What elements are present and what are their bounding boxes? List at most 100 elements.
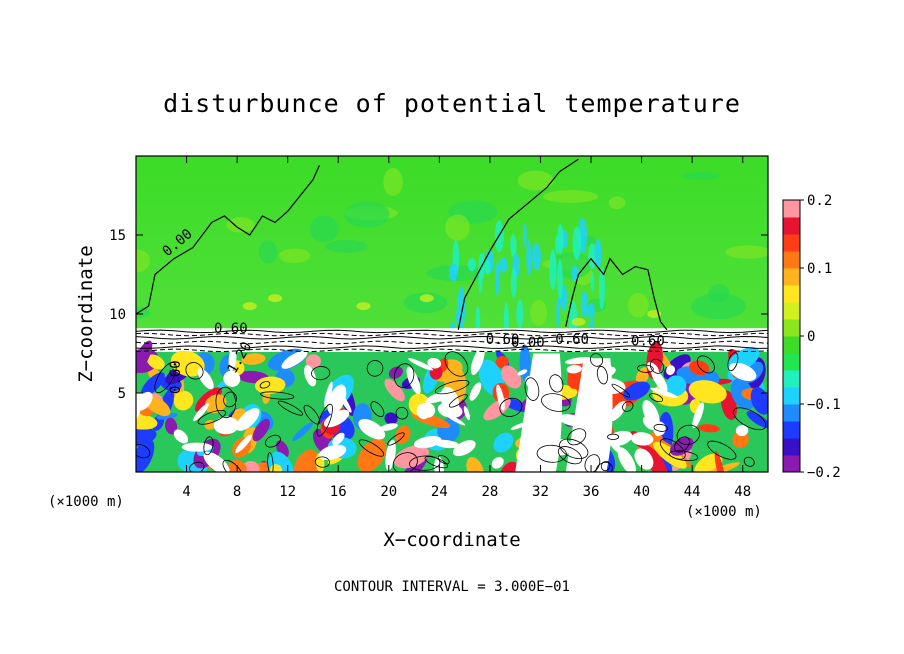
eddy-white (203, 451, 230, 472)
contour-loop (358, 439, 385, 457)
contour-loop (649, 393, 664, 403)
contour-loop (434, 379, 470, 395)
eddy (165, 417, 178, 435)
eddy (635, 367, 649, 385)
field-plume (590, 272, 595, 291)
contour-loop (559, 438, 589, 459)
contour-loop (437, 454, 450, 465)
contour-line (136, 329, 768, 334)
eddy-white (136, 391, 153, 411)
eddy-white (470, 347, 485, 375)
eddy-white (332, 432, 345, 446)
colorbar-swatch (783, 404, 800, 422)
x-tick-label: 40 (633, 484, 650, 500)
field-patch (258, 240, 278, 264)
eddy (357, 438, 387, 472)
y-axis: 5 10 15 (109, 228, 768, 402)
contour-line (457, 158, 579, 330)
x-tick-label: 36 (583, 484, 600, 500)
x-tick-label: 44 (684, 484, 701, 500)
field-plume (523, 222, 527, 249)
contour-loop (260, 391, 295, 400)
eddy (146, 354, 165, 370)
eddy-white (416, 404, 430, 420)
x-tick-label: 20 (380, 484, 397, 500)
colorbar-swatch (783, 421, 800, 439)
x-tick-label: 48 (734, 484, 751, 500)
contour-loop (557, 446, 583, 465)
inversion-band (136, 328, 768, 352)
field-patch (242, 302, 257, 311)
field-plume (549, 249, 557, 290)
colorbar-swatch (783, 336, 800, 354)
colorbar-tick-label: −0.1 (807, 397, 841, 413)
contour-label: 0.60 (214, 321, 248, 337)
field-patch (324, 240, 368, 253)
eddy-white (228, 346, 237, 372)
colorbar-swatch (783, 217, 800, 235)
contour-loop (154, 362, 177, 394)
eddy (393, 445, 429, 469)
eddy (746, 411, 768, 429)
field-plume (495, 260, 500, 297)
y-tick-label: 5 (118, 386, 126, 402)
contour-loop (395, 406, 409, 420)
field-patch (136, 306, 151, 319)
eddy (136, 438, 155, 472)
contour-loop (707, 440, 737, 460)
eddy (388, 366, 403, 379)
x-tick-label: 32 (532, 484, 549, 500)
eddy-white (642, 416, 656, 430)
colorbar-swatch (783, 302, 800, 320)
field-plume (557, 259, 563, 299)
field-plume (587, 302, 595, 320)
colorbar-swatch (783, 234, 800, 252)
contour-loop (185, 362, 204, 380)
contour-loop (222, 459, 243, 472)
eddy (293, 449, 320, 472)
eddy-white (452, 440, 476, 457)
eddy-white (281, 350, 308, 369)
contour-loop (732, 407, 767, 431)
field-patch (543, 190, 598, 203)
contour-loop (607, 433, 620, 440)
eddy (429, 364, 443, 380)
field-plume (556, 297, 561, 330)
x-tick-label: 28 (481, 484, 498, 500)
eddy-white (566, 364, 582, 374)
field-patch (419, 294, 434, 303)
field-plume (532, 242, 541, 271)
colorbar-tick-label: 0 (807, 329, 815, 345)
contour-loop (316, 403, 333, 437)
x-tick-label: 12 (279, 484, 296, 500)
contour-loop (600, 460, 611, 472)
eddy-white (213, 416, 239, 435)
field-patch (445, 214, 470, 241)
colorbar-swatch (783, 353, 800, 371)
colorbar-swatch (783, 438, 800, 456)
eddy-white (406, 366, 421, 395)
field-patch (691, 293, 747, 320)
eddy-white (728, 362, 757, 381)
field-patch (530, 299, 548, 326)
contour-loop (676, 424, 700, 446)
field-plume (598, 266, 605, 310)
contour-lines (136, 158, 768, 472)
eddy (714, 450, 726, 472)
x-unit-left: (×1000 m) (48, 494, 124, 510)
colorbar-tick-label: −0.2 (807, 465, 841, 481)
contour-line (136, 345, 768, 349)
eddy-white (358, 418, 386, 440)
contour-line (136, 335, 768, 340)
field-plume (572, 226, 582, 260)
contour-interval-note: CONTOUR INTERVAL = 3.000E−01 (334, 579, 570, 595)
contour-label: 0.60 (168, 360, 184, 394)
field-patch (344, 201, 390, 228)
contour-label: 0.60 (631, 334, 665, 350)
field-plume (526, 240, 532, 277)
contour-loop (277, 400, 304, 416)
eddy (384, 378, 405, 402)
field-patch (356, 302, 371, 311)
eddy-white (642, 400, 660, 428)
eddy-white (634, 448, 654, 470)
